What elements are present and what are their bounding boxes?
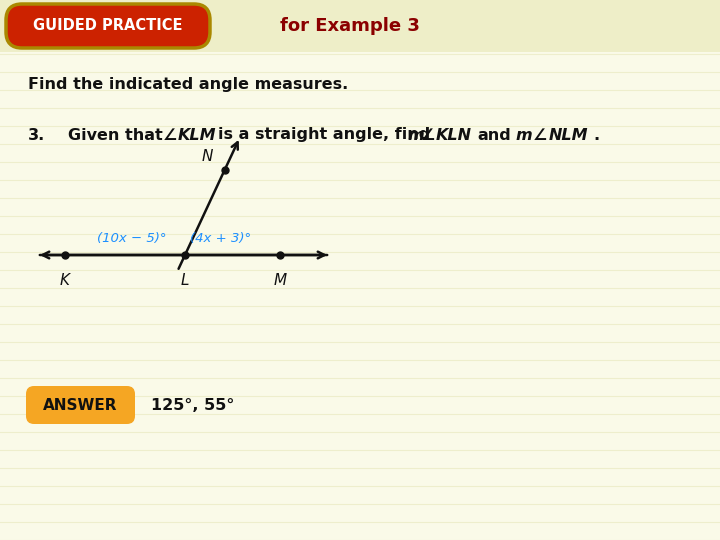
- Text: Find the indicated angle measures.: Find the indicated angle measures.: [28, 78, 348, 92]
- Text: m: m: [516, 127, 533, 143]
- Text: .: .: [593, 127, 599, 143]
- Text: and: and: [477, 127, 510, 143]
- Text: K: K: [60, 273, 70, 288]
- Text: for Example 3: for Example 3: [280, 17, 420, 35]
- Text: m: m: [407, 127, 423, 143]
- Text: (10x − 5)°: (10x − 5)°: [97, 232, 166, 245]
- Text: L: L: [181, 273, 189, 288]
- Text: 125°, 55°: 125°, 55°: [151, 397, 235, 413]
- Text: GUIDED PRACTICE: GUIDED PRACTICE: [33, 18, 183, 33]
- Text: Given that: Given that: [68, 127, 163, 143]
- Text: 3.: 3.: [28, 127, 45, 143]
- Text: M: M: [274, 273, 287, 288]
- Text: N: N: [201, 149, 212, 164]
- Text: KLN: KLN: [436, 127, 472, 143]
- FancyBboxPatch shape: [0, 0, 720, 52]
- Text: NLM: NLM: [549, 127, 588, 143]
- Text: (4x + 3)°: (4x + 3)°: [190, 232, 251, 245]
- Text: ∠: ∠: [421, 127, 436, 143]
- Text: ∠: ∠: [163, 127, 177, 143]
- Text: KLM: KLM: [178, 127, 217, 143]
- Text: is a straight angle, find: is a straight angle, find: [218, 127, 431, 143]
- FancyBboxPatch shape: [6, 4, 210, 48]
- FancyBboxPatch shape: [26, 386, 135, 424]
- Text: ANSWER: ANSWER: [43, 397, 118, 413]
- Text: ∠: ∠: [533, 127, 547, 143]
